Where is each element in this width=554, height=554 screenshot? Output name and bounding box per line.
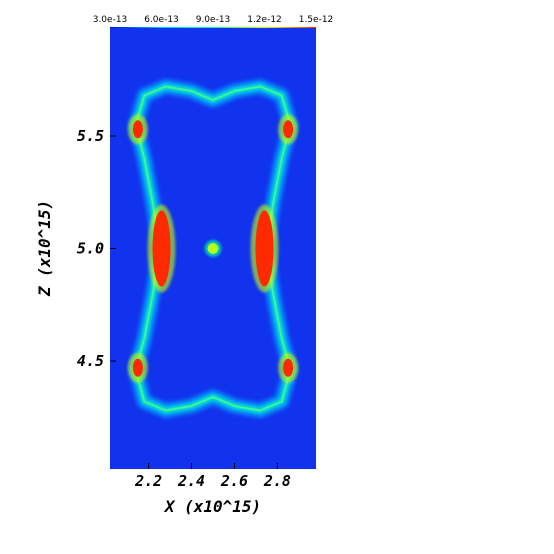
colorbar-ticks: 3.0e-13 6.0e-13 9.0e-13 1.2e-12 1.5e-12 <box>93 15 334 25</box>
hot-spot <box>132 120 143 139</box>
colorbar-tick-label: 1.2e-12 <box>247 15 282 25</box>
colorbar-tick-label: 3.0e-13 <box>93 15 128 25</box>
y-axis-ticks: 4.5 5.0 5.5 <box>77 127 116 370</box>
x-tick-label: 2.2 <box>134 472 162 490</box>
y-tick-label: 4.5 <box>77 352 104 370</box>
central-blob <box>207 243 219 254</box>
colorbar-tick-label: 9.0e-13 <box>196 15 231 25</box>
plot-area <box>110 28 316 469</box>
colorbar-tick-label: 1.5e-12 <box>299 15 334 25</box>
hot-spot <box>132 358 143 377</box>
x-axis-ticks: 2.2 2.4 2.6 2.8 <box>134 463 291 490</box>
hot-spot <box>283 358 294 377</box>
hot-spot <box>255 210 274 287</box>
hot-spot <box>152 210 171 287</box>
y-axis-label: Z (x10^15) <box>35 200 54 297</box>
x-tick-label: 2.4 <box>177 472 205 490</box>
x-tick-label: 2.6 <box>220 472 248 490</box>
x-axis-label: X (x10^15) <box>163 497 261 516</box>
field-features <box>127 79 299 418</box>
y-tick-label: 5.0 <box>77 240 104 258</box>
y-tick-label: 5.5 <box>77 127 104 145</box>
x-tick-label: 2.8 <box>263 472 291 490</box>
hot-spot <box>283 120 294 139</box>
colorbar-tick-label: 6.0e-13 <box>144 15 179 25</box>
